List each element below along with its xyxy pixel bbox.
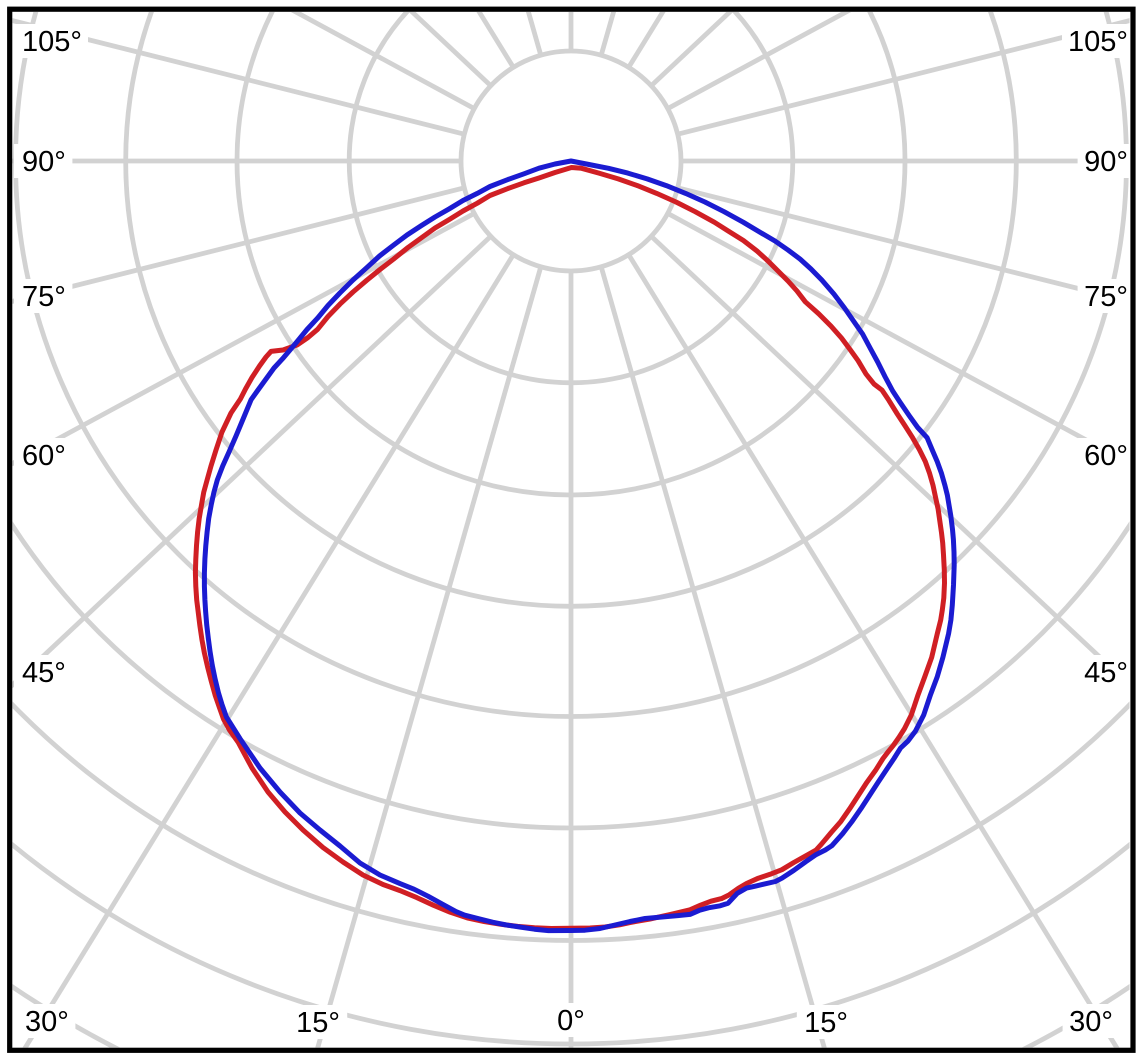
svg-text:75°: 75° — [1084, 281, 1128, 313]
svg-text:90°: 90° — [22, 146, 66, 178]
svg-text:60°: 60° — [22, 440, 66, 472]
svg-text:60°: 60° — [1084, 440, 1128, 472]
svg-text:90°: 90° — [1084, 146, 1128, 178]
svg-text:15°: 15° — [804, 1007, 848, 1039]
svg-text:30°: 30° — [1069, 1006, 1113, 1038]
svg-text:75°: 75° — [22, 281, 66, 313]
svg-text:45°: 45° — [22, 657, 66, 689]
svg-text:30°: 30° — [25, 1006, 69, 1038]
svg-text:15°: 15° — [296, 1007, 340, 1039]
svg-text:0°: 0° — [557, 1005, 585, 1037]
svg-text:105°: 105° — [1068, 26, 1128, 58]
svg-text:45°: 45° — [1084, 657, 1128, 689]
svg-text:105°: 105° — [22, 26, 82, 58]
